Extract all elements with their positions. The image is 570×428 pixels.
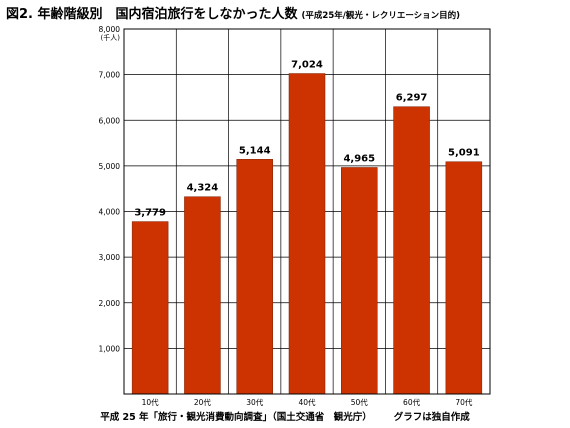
data-label: 5,091: [448, 148, 480, 159]
bar-70代: [445, 161, 483, 395]
data-label: 3,779: [134, 208, 166, 219]
bar-30代: [236, 159, 273, 395]
y-axis-unit: (千人): [101, 33, 121, 42]
x-tick-label: 20代: [194, 397, 212, 407]
data-label: 4,324: [187, 183, 219, 194]
x-tick-label: 30代: [246, 397, 264, 407]
y-tick-label: 3,000: [99, 253, 121, 262]
y-tick-label: 6,000: [99, 116, 121, 125]
data-label: 6,297: [396, 93, 428, 104]
chart-title: 図2. 年齢階級別 国内宿泊旅行をしなかった人数 (平成25年/観光・レクリエーシ…: [6, 3, 460, 22]
chart-title-main: 図2. 年齢階級別 国内宿泊旅行をしなかった人数: [6, 7, 298, 22]
chart-title-sub: (平成25年/観光・レクリエーション目的): [301, 11, 461, 21]
source-footer: 平成 25 年「旅行・観光消費動向調査」（国土交通省 観光庁） グラフは独自作成: [0, 409, 570, 423]
y-tick-label: 7,000: [99, 71, 121, 80]
y-tick-label: 8,000: [99, 25, 121, 34]
data-label: 7,024: [291, 60, 323, 71]
plot-frame: [123, 28, 491, 395]
x-tick-label: 40代: [298, 397, 316, 407]
y-tick-label: 1,000: [99, 344, 121, 353]
y-tick-label: 2,000: [99, 299, 121, 308]
graph-note: グラフは独自作成: [393, 412, 470, 423]
x-tick-label: 50代: [351, 397, 369, 407]
x-tick-label: 10代: [142, 397, 160, 407]
bar-20代: [184, 196, 221, 395]
x-tick-label: 70代: [455, 397, 473, 407]
bar-10代: [131, 221, 169, 395]
bar-40代: [288, 73, 326, 395]
source-citation: 平成 25 年「旅行・観光消費動向調査」（国土交通省 観光庁）: [100, 412, 372, 423]
y-tick-label: 5,000: [99, 162, 121, 171]
y-tick-label: 4,000: [99, 208, 121, 217]
data-label: 5,144: [239, 145, 271, 156]
bar-60代: [393, 106, 430, 395]
bar-50代: [341, 167, 378, 395]
data-label: 4,965: [343, 153, 375, 164]
x-tick-label: 60代: [403, 397, 421, 407]
